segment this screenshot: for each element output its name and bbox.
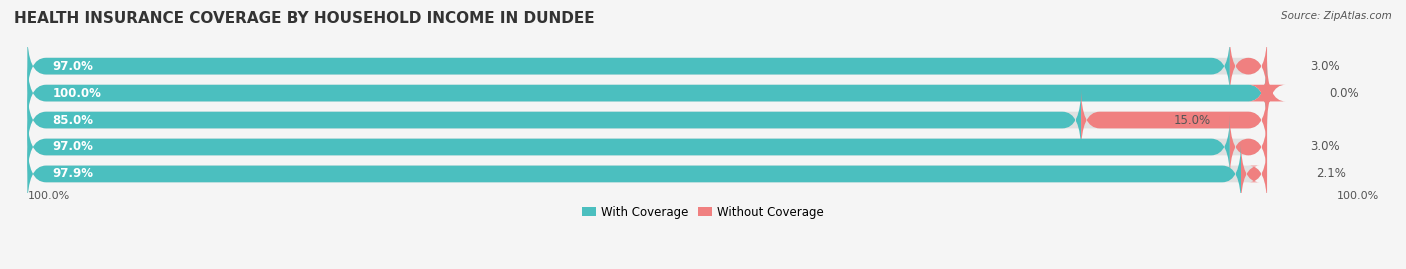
- FancyBboxPatch shape: [1241, 142, 1267, 206]
- FancyBboxPatch shape: [27, 115, 1230, 179]
- Text: 97.0%: 97.0%: [52, 60, 93, 73]
- FancyBboxPatch shape: [27, 88, 1081, 152]
- FancyBboxPatch shape: [27, 115, 1267, 179]
- FancyBboxPatch shape: [27, 61, 1267, 125]
- Text: HEALTH INSURANCE COVERAGE BY HOUSEHOLD INCOME IN DUNDEE: HEALTH INSURANCE COVERAGE BY HOUSEHOLD I…: [14, 11, 595, 26]
- FancyBboxPatch shape: [1249, 61, 1285, 125]
- FancyBboxPatch shape: [1081, 88, 1267, 152]
- FancyBboxPatch shape: [27, 142, 1241, 206]
- Text: 85.0%: 85.0%: [52, 114, 93, 126]
- FancyBboxPatch shape: [27, 142, 1267, 206]
- FancyBboxPatch shape: [27, 61, 1267, 125]
- FancyBboxPatch shape: [1230, 34, 1267, 98]
- Text: 100.0%: 100.0%: [27, 192, 70, 201]
- Text: 100.0%: 100.0%: [1336, 192, 1379, 201]
- Text: 97.9%: 97.9%: [52, 167, 93, 180]
- Text: 100.0%: 100.0%: [52, 87, 101, 100]
- Text: 3.0%: 3.0%: [1310, 60, 1340, 73]
- FancyBboxPatch shape: [27, 34, 1267, 98]
- Text: 3.0%: 3.0%: [1310, 140, 1340, 154]
- Text: 15.0%: 15.0%: [1174, 114, 1211, 126]
- Text: 0.0%: 0.0%: [1329, 87, 1358, 100]
- Text: Source: ZipAtlas.com: Source: ZipAtlas.com: [1281, 11, 1392, 21]
- Text: 2.1%: 2.1%: [1316, 167, 1346, 180]
- FancyBboxPatch shape: [27, 34, 1230, 98]
- Legend: With Coverage, Without Coverage: With Coverage, Without Coverage: [582, 206, 824, 219]
- FancyBboxPatch shape: [27, 88, 1267, 152]
- Text: 97.0%: 97.0%: [52, 140, 93, 154]
- FancyBboxPatch shape: [1230, 115, 1267, 179]
